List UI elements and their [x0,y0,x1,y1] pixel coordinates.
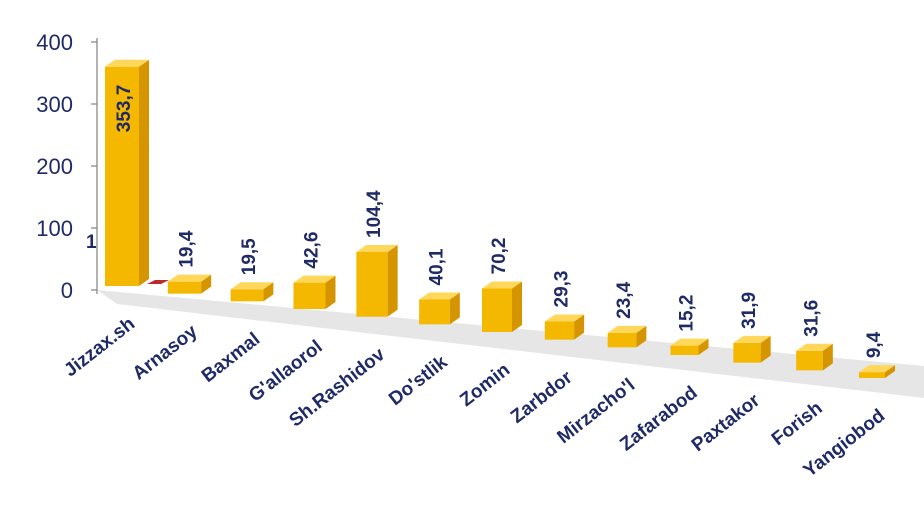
bar-side [201,274,212,294]
bar [607,332,637,348]
bar [482,288,512,332]
y-tick-label: 200 [36,154,73,179]
bar-top [544,314,585,322]
bar-side [760,335,771,363]
bar-top [230,282,274,290]
y-tick-label: 0 [61,278,73,303]
data-label: 19,4 [177,230,198,267]
bar-top [859,365,895,373]
bar [167,281,202,294]
bar-side [636,325,647,348]
bar [670,345,699,355]
data-label: 70,2 [489,237,510,274]
bar-top [607,325,647,333]
data-label: 42,6 [302,232,323,269]
bar-side [822,343,833,371]
bar-side [698,338,709,355]
bar [230,289,264,302]
category-label: Baxmal [198,329,264,387]
category-label: Zarbdor [507,367,577,428]
secondary-data-label: 1 [86,232,97,253]
bar-side [574,314,585,340]
data-label: 15,2 [677,295,698,332]
bar-top [105,59,149,67]
bar-side [387,244,398,317]
y-tick-label: 400 [36,30,73,55]
floor-plane [97,290,924,398]
bar-top [293,275,336,283]
chart-floor [97,290,924,398]
bar-top [482,281,522,289]
data-label: 40,1 [427,248,448,285]
bar [293,282,326,309]
y-tick-label: 100 [36,216,73,241]
bar [356,251,388,317]
bar-side [263,282,274,302]
bar-top [670,338,709,346]
bar-side [449,292,460,325]
bar-side [512,281,522,332]
bar [544,321,575,340]
category-label: Do'stlik [385,351,452,410]
bar-side [139,59,149,287]
y-tick-label: 300 [36,92,73,117]
data-label: 104,4 [364,190,385,238]
data-label: 9,4 [864,331,885,358]
bars [105,59,895,378]
bar [419,299,450,325]
data-label: 353,7 [114,85,135,133]
bar-side [885,365,895,378]
bar [105,66,139,287]
bar-side [325,275,336,309]
y-axis: 0 100 200 300 400 [36,30,98,303]
bar [796,350,823,371]
category-label: Forish [768,398,827,450]
secondary-bar [147,280,169,284]
bar-top [167,274,212,282]
bar-top [419,292,460,300]
category-label: Zomin [456,359,514,411]
bar-top [356,244,398,252]
category-label: Jizzax.sh [60,313,139,381]
category-label: Arnasoy [129,321,202,385]
data-label: 29,3 [552,271,573,308]
bar [859,372,885,378]
data-label: 31,6 [802,300,823,337]
bar-top [733,335,771,343]
data-label: 19,5 [239,238,260,275]
bar [733,342,761,363]
data-label: 31,9 [739,292,760,329]
bar-top [796,343,833,351]
data-label: 23,4 [614,281,635,318]
